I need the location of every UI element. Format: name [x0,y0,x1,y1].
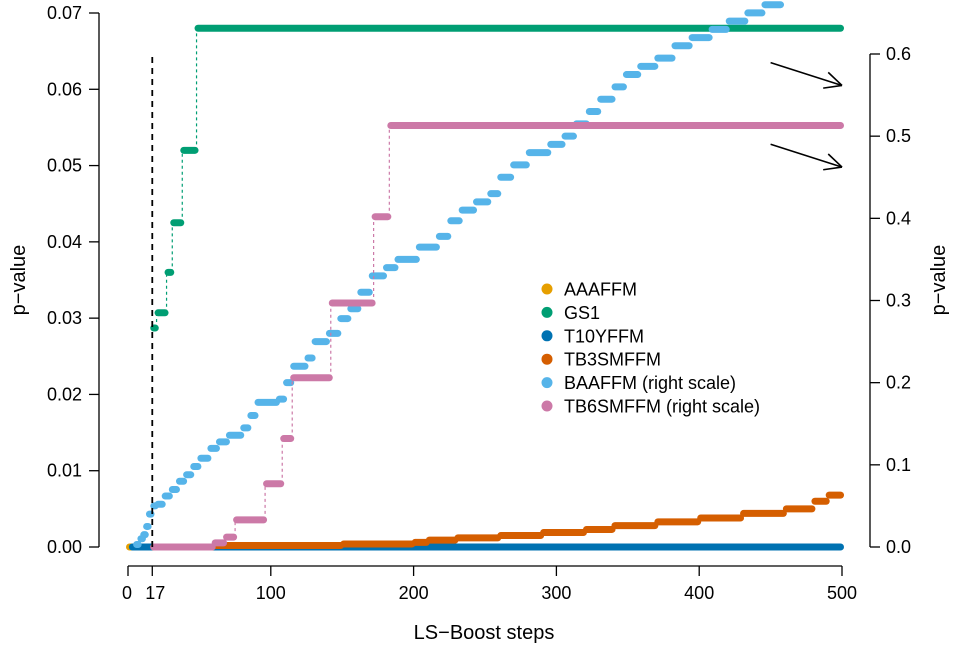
x-tick-label-6: 500 [827,583,857,603]
y-left-tick-label-6: 0.06 [47,79,82,99]
y-right-tick-label-3: 0.3 [886,291,911,311]
y-axis-right: 0.0 0.1 0.2 0.3 0.4 0.5 0.6 [869,44,911,557]
series-5 [150,121,844,551]
y-right-tick-label-6: 0.6 [886,44,911,64]
y-right-tick-label-0: 0.0 [886,537,911,557]
arrow-1 [770,143,843,171]
legend-marker-3 [541,353,553,365]
x-tick-label-5: 400 [684,583,714,603]
arrow-head-b-1 [827,153,843,168]
arrow-layer [770,61,843,171]
y-axis-left-title: p−value [8,245,30,316]
legend-label-0: AAAFFM [564,280,637,300]
legend-marker-4 [541,377,553,389]
series-1 [150,24,844,332]
series-layer [126,1,844,551]
legend-label-4: BAAFFM (right scale) [564,373,736,393]
arrow-0 [770,61,843,89]
legend-label-3: TB3SMFFM [564,350,661,370]
legend-marker-5 [541,400,553,412]
y-right-tick-label-1: 0.1 [886,455,911,475]
arrow-head-a-1 [823,166,843,171]
y-axis-right-title: p−value [928,245,950,316]
x-axis-title: LS−Boost steps [414,622,555,644]
x-tick-label-3: 200 [399,583,429,603]
legend-label-2: T10YFFM [564,326,644,346]
y-left-tick-label-1: 0.01 [47,461,82,481]
legend-marker-1 [541,306,553,318]
x-tick-label-2: 100 [256,583,286,603]
arrow-shaft-1 [770,143,843,168]
legend-label-5: TB6SMFFM (right scale) [564,397,760,417]
x-tick-label-0: 0 [122,583,132,603]
legend-marker-2 [541,330,553,342]
y-left-tick-label-7: 0.07 [47,3,82,23]
y-right-tick-label-4: 0.4 [886,208,911,228]
x-tick-label-1: 17 [145,583,165,603]
x-axis: 0 17 100 200 300 400 500 [122,565,857,603]
arrow-head-b-0 [827,71,843,87]
arrow-head-a-0 [823,84,843,89]
arrow-shaft-0 [770,61,843,87]
legend-label-1: GS1 [564,303,600,323]
y-right-tick-label-2: 0.2 [886,373,911,393]
y-axis-left: 0.00 0.01 0.02 0.03 0.04 0.05 0.06 0.07 [47,3,100,557]
series-4 [133,1,785,549]
axis-layer: 0 17 100 200 300 400 5000.000.010.020.030.040.… [47,3,911,603]
legend-marker-0 [541,283,553,295]
y-left-tick-label-2: 0.02 [47,384,82,404]
y-left-tick-label-3: 0.03 [47,308,82,328]
y-left-tick-label-0: 0.00 [47,537,82,557]
y-right-tick-label-5: 0.5 [886,126,911,146]
x-tick-label-4: 300 [541,583,571,603]
legend: AAAFFM GS1 T10YFFM TB3SMFFM BAAFFM (right sc… [541,280,760,417]
y-left-tick-label-5: 0.05 [47,156,82,176]
y-left-tick-label-4: 0.04 [47,232,82,252]
